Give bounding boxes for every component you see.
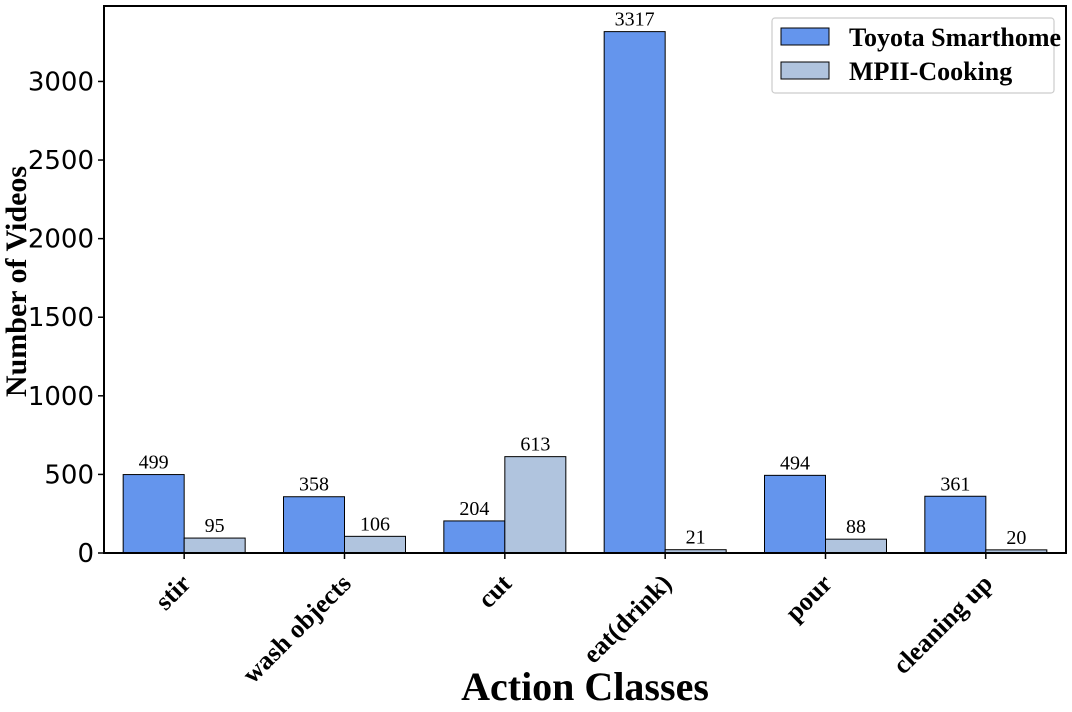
bar-toyota-smarthome-eat-drink [603,31,666,554]
value-label-toyota-smarthome-cut: 204 [459,498,489,520]
x-tick-label-wash-objects: wash objects [237,569,357,689]
y-axis-ticks: 0 500 1000 1500 2000 2500 3000 [28,67,104,569]
value-labels-layer: 499 95 358 106 204 613 3317 21 494 88 361 20 [139,9,1027,549]
bar-mpii-cooking-wash-objects [344,535,406,554]
y-tick-label: 2500 [28,146,94,176]
y-tick-label: 0 [77,539,94,569]
y-tick-label: 1500 [28,303,94,333]
x-axis-title: Action Classes [461,664,709,709]
value-label-toyota-smarthome-cleaning-up: 361 [940,473,970,495]
y-tick-label: 500 [44,460,94,490]
bar-toyota-smarthome-pour [764,474,826,554]
bar-mpii-cooking-stir [183,537,246,554]
value-label-mpii-cooking-pour: 88 [846,516,866,538]
legend-box [771,17,1055,94]
x-tick-label-cleaning-up: cleaning up [887,569,998,680]
y-tick-label: 2000 [28,225,94,255]
legend-label-toyota-smarthome: Toyota Smarthome [849,23,1061,52]
value-label-toyota-smarthome-pour: 494 [780,452,810,474]
value-label-mpii-cooking-cut: 613 [520,434,550,456]
bars-layer [122,31,1048,554]
value-label-toyota-smarthome-wash-objects: 358 [299,474,329,496]
y-axis-title: Number of Videos [0,166,33,397]
x-tick-label-stir: stir [149,569,196,616]
bar-toyota-smarthome-stir [122,474,185,554]
bar-toyota-smarthome-wash-objects [283,496,345,554]
bar-toyota-smarthome-cut [443,520,506,554]
legend-label-mpii-cooking: MPII-Cooking [849,57,1012,86]
value-label-mpii-cooking-wash-objects: 106 [360,513,390,535]
bar-toyota-smarthome-cleaning-up [924,495,987,554]
bar-mpii-cooking-cut [504,456,567,554]
x-tick-label-pour: pour [779,569,837,627]
legend-swatch-mpii-cooking [780,61,830,80]
value-label-mpii-cooking-cleaning-up: 20 [1006,527,1026,549]
legend-swatch-toyota-smarthome [780,27,830,46]
value-label-toyota-smarthome-stir: 499 [139,452,169,474]
y-tick-label: 1000 [28,382,94,412]
bar-mpii-cooking-pour [825,538,887,554]
y-tick-label: 3000 [28,67,94,97]
value-label-toyota-smarthome-eat-drink: 3317 [615,9,655,31]
x-tick-label-cut: cut [472,569,517,614]
legend: Toyota Smarthome MPII-Cooking [771,17,1061,94]
value-label-mpii-cooking-eat-drink: 21 [686,527,706,549]
plot-frame [103,5,1067,554]
value-label-mpii-cooking-stir: 95 [205,515,225,537]
x-tick-label-eat-drink: eat(drink) [577,569,677,669]
